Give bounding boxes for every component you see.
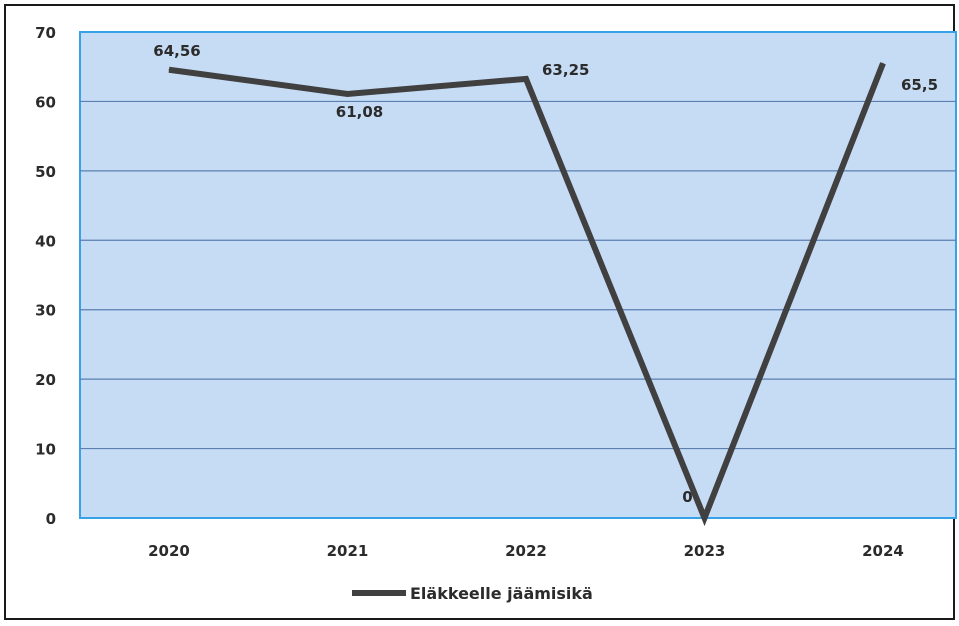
x-axis-ticks: 2020 2021 2022 2023 2024 [148, 542, 904, 560]
data-point [525, 78, 527, 80]
data-point [882, 62, 884, 64]
y-tick-label: 70 [35, 24, 56, 42]
data-label: 63,25 [542, 61, 589, 79]
series-layer [168, 62, 886, 527]
y-axis-ticks: 0 10 20 30 40 50 60 70 [35, 24, 56, 528]
data-point [704, 517, 705, 519]
y-tick-label: 0 [46, 510, 56, 528]
y-tick-label: 50 [35, 163, 56, 181]
legend-label: Eläkkeelle jäämisikä [410, 584, 593, 603]
data-point [168, 69, 170, 71]
data-label: 65,5 [901, 76, 938, 94]
x-tick-label: 2022 [505, 542, 547, 560]
y-tick-label: 60 [35, 93, 56, 111]
data-point [347, 93, 348, 95]
x-tick-label: 2024 [862, 542, 904, 560]
x-tick-label: 2020 [148, 542, 190, 560]
y-tick-label: 30 [35, 302, 56, 320]
x-tick-label: 2023 [684, 542, 726, 560]
y-tick-label: 20 [35, 371, 56, 389]
data-labels: 64,56 61,08 63,25 0 65,5 [153, 42, 938, 506]
legend: Eläkkeelle jäämisikä [352, 584, 593, 603]
data-label: 64,56 [153, 42, 200, 60]
plot-area [79, 31, 957, 519]
x-tick-label: 2021 [327, 542, 369, 560]
data-label: 0 [682, 488, 692, 506]
y-tick-label: 10 [35, 441, 56, 459]
data-label: 61,08 [336, 103, 383, 121]
y-tick-label: 40 [35, 232, 56, 250]
gridlines [80, 100, 956, 450]
